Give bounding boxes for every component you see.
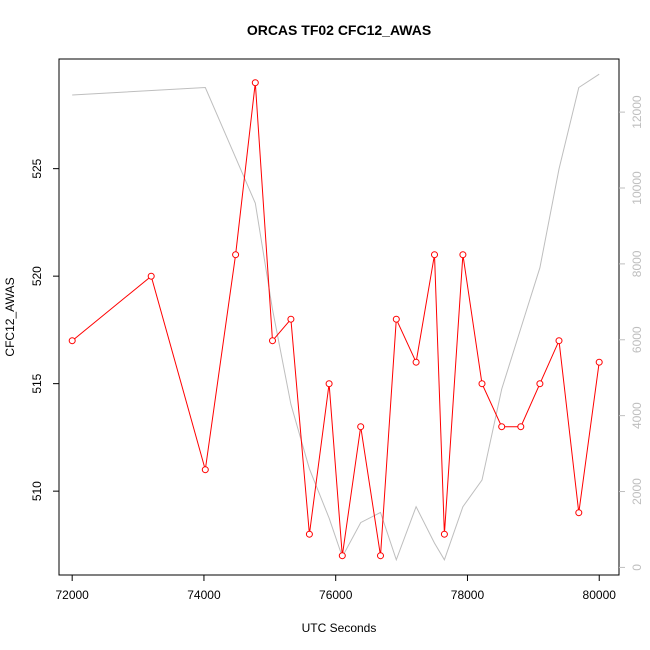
y-tick-label: 515 [30, 373, 44, 393]
data-point [305, 530, 313, 538]
plot-frame [58, 58, 620, 576]
data-point [269, 337, 276, 345]
y2-tick-label: 8000 [630, 250, 644, 277]
x-tick-label: 72000 [55, 588, 89, 602]
data-point [68, 337, 76, 345]
y-tick-label: 525 [30, 158, 44, 178]
y2-tick-label: 10000 [630, 171, 644, 205]
data-point [555, 337, 563, 345]
y2-tick-label: 12000 [630, 95, 644, 129]
series-right [72, 73, 600, 562]
y2-tick-label: 0 [630, 564, 644, 571]
data-point [325, 380, 333, 388]
y2-tick-label: 4000 [630, 402, 644, 429]
data-point [338, 552, 346, 560]
x-tick-label: 80000 [583, 588, 617, 602]
data-point [392, 315, 400, 323]
data-point [147, 272, 155, 280]
data-point [536, 380, 544, 388]
data-point [498, 423, 506, 431]
data-point [377, 552, 384, 560]
series-line-right [72, 73, 600, 562]
data-point [595, 358, 603, 366]
y2-tick-label: 2000 [630, 478, 644, 505]
data-point [431, 251, 438, 259]
x-tick-label: 74000 [187, 588, 221, 602]
data-point [440, 530, 448, 538]
data-point [478, 380, 486, 388]
data-point [251, 79, 259, 87]
data-point [287, 315, 295, 323]
x-tick-label: 78000 [451, 588, 485, 602]
data-point [201, 466, 209, 474]
data-point [412, 358, 420, 366]
y-tick-label: 520 [30, 266, 44, 286]
series-layer [68, 73, 603, 562]
y-tick-label: 510 [30, 481, 44, 501]
data-point [575, 509, 583, 517]
x-axis-label: UTC Seconds [302, 621, 377, 635]
chart-title: ORCAS TF02 CFC12_AWAS [247, 22, 431, 38]
series-left [68, 79, 603, 560]
y-axis-right: 0 2000 4000 6000 8000 10000 12000 [619, 95, 644, 571]
data-point [357, 423, 365, 431]
y2-tick-label: 6000 [630, 326, 644, 353]
x-axis: 72000 74000 76000 78000 80000 [55, 575, 616, 602]
series-line-left [71, 82, 600, 556]
data-point [517, 423, 525, 431]
y-axis-left: 510 515 520 525 [30, 158, 59, 501]
data-point [459, 251, 467, 259]
x-tick-label: 76000 [319, 588, 353, 602]
data-point [232, 251, 240, 259]
y-axis-label: CFC12_AWAS [3, 277, 17, 356]
